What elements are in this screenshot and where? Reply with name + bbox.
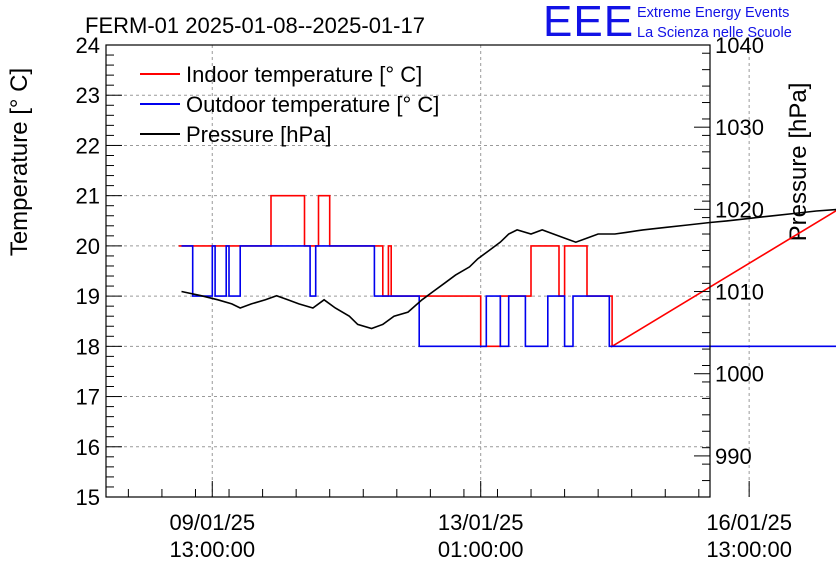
legend-label-3: Pressure [hPa] (186, 122, 332, 147)
series-line-3 (181, 208, 836, 330)
y-tick-label: 22 (76, 133, 100, 158)
legend-label-2: Outdoor temperature [° C] (186, 92, 439, 117)
logo-line-1: Extreme Energy Events (637, 5, 790, 21)
y-tick-label: 20 (76, 234, 100, 259)
y-right-tick-label: 1040 (715, 33, 764, 58)
y-right-tick-label: 1030 (715, 115, 764, 140)
x-tick-label-date: 09/01/25 (169, 510, 255, 535)
series-line-2 (181, 245, 836, 348)
x-tick-label-date: 16/01/25 (706, 510, 792, 535)
y-right-tick-label: 1000 (715, 362, 764, 387)
x-tick-label-time: 01:00:00 (438, 537, 524, 562)
y-tick-label: 23 (76, 83, 100, 108)
y-tick-label: 18 (76, 334, 100, 359)
y-axis-right-label: Pressure [hPa] (785, 83, 812, 242)
y-tick-label: 24 (76, 33, 100, 58)
x-tick-label-date: 13/01/25 (438, 510, 524, 535)
x-tick-label-time: 13:00:00 (169, 537, 255, 562)
logo-line-2: La Scienza nelle Scuole (637, 25, 792, 41)
plot-frame (105, 44, 711, 498)
legend: Indoor temperature [° C] Outdoor temperat… (140, 62, 439, 147)
axis-ticks: 15 16 17 18 19 20 21 22 23 24 990 1000 1010 1020 1030 1… (76, 33, 792, 562)
x-tick-label-time: 13:00:00 (706, 537, 792, 562)
y-tick-label: 16 (76, 435, 100, 460)
legend-label-1: Indoor temperature [° C] (186, 62, 422, 87)
y-tick-label: 21 (76, 184, 100, 209)
y-tick-label: 17 (76, 385, 100, 410)
y-tick-label: 19 (76, 284, 100, 309)
eee-logo: EEE (543, 0, 635, 46)
series-lines (178, 194, 836, 348)
y-tick-label: 15 (76, 485, 100, 510)
y-right-tick-label: 1010 (715, 280, 764, 305)
chart-title: FERM-01 2025-01-08--2025-01-17 (85, 13, 425, 38)
y-axis-left-label: Temperature [° C] (6, 68, 33, 256)
y-right-tick-label: 1020 (715, 197, 764, 222)
y-right-tick-label: 990 (715, 444, 752, 469)
